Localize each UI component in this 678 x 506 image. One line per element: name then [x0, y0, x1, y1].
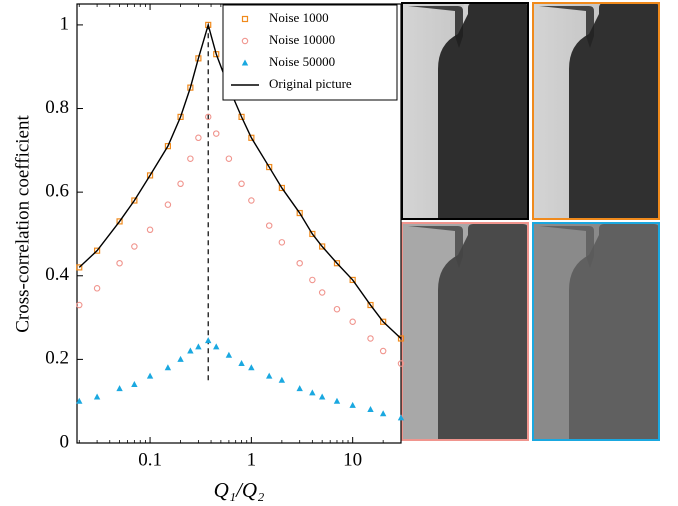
marker-circle [318, 289, 326, 296]
marker-triangle [318, 393, 326, 400]
x-axis-label: Q₁/Q₂ [214, 478, 265, 502]
marker-circle [131, 243, 138, 250]
marker-triangle [213, 343, 220, 350]
marker-square [367, 301, 374, 309]
marker-triangle [367, 406, 374, 413]
y-tick-label: 0.4 [45, 264, 69, 285]
marker-circle [195, 134, 202, 142]
marker-triangle [93, 393, 101, 400]
marker-square [349, 276, 356, 284]
marker-circle [177, 180, 184, 188]
marker-circle [309, 276, 316, 284]
legend-label: Noise 50000 [269, 54, 335, 69]
marker-circle [379, 347, 387, 355]
marker-circle [278, 239, 286, 246]
marker-circle [187, 155, 194, 162]
marker-triangle [164, 364, 172, 371]
marker-triangle [248, 364, 255, 371]
series-line [78, 22, 402, 339]
y-axis-label: Cross-correlation coefficient [12, 115, 33, 333]
marker-square [93, 247, 101, 254]
marker-triangle [241, 59, 249, 66]
image-panels [401, 2, 660, 441]
marker-square [319, 243, 326, 250]
marker-circle [146, 226, 154, 234]
marker-square [76, 264, 83, 271]
marker-triangle [225, 351, 233, 358]
marker-circle [164, 201, 172, 208]
marker-triangle [195, 343, 202, 350]
x-tick-label: 1 [247, 449, 257, 470]
marker-triangle [205, 337, 212, 344]
legend-label: Original picture [269, 76, 352, 91]
legend: Noise 1000 Noise 10000 Noise 50000 Original… [222, 4, 398, 101]
y-tick-label: 0.6 [45, 181, 69, 202]
panel-original [401, 2, 529, 220]
marker-circle [265, 222, 273, 229]
marker-triangle [278, 376, 286, 383]
marker-triangle [266, 372, 273, 379]
marker-triangle [296, 385, 303, 392]
marker-square [131, 197, 138, 204]
marker-circle [225, 155, 233, 162]
marker-square [177, 113, 184, 120]
marker-triangle [309, 389, 316, 396]
marker-circle [296, 259, 303, 267]
marker-triangle [397, 414, 405, 421]
marker-triangle [238, 360, 245, 367]
marker-square [146, 172, 154, 179]
marker-circle [397, 360, 405, 367]
marker-triangle [379, 410, 387, 417]
plot-frame [76, 3, 402, 444]
marker-square [333, 260, 341, 267]
marker-circle [76, 301, 83, 309]
marker-square [241, 15, 249, 23]
marker-square [397, 335, 405, 342]
marker-triangle [76, 397, 83, 404]
y-tick-label: 0 [60, 431, 70, 452]
x-tick-label: 0.1 [138, 449, 162, 470]
marker-square [309, 230, 316, 238]
marker-square [248, 134, 255, 141]
legend-box [222, 4, 398, 101]
legend-label: Noise 1000 [269, 10, 329, 25]
y-tick-label: 0.8 [45, 97, 69, 118]
panel-noise-1000 [532, 2, 660, 220]
marker-circle [349, 318, 356, 326]
marker-circle [116, 259, 123, 267]
legend-label: Noise 10000 [269, 32, 335, 47]
marker-circle [93, 285, 101, 292]
marker-circle [204, 113, 212, 121]
marker-circle [212, 130, 220, 137]
marker-triangle [349, 401, 356, 408]
marker-triangle [177, 355, 184, 362]
marker-triangle [146, 372, 154, 379]
marker-triangle [116, 385, 123, 392]
marker-square [238, 113, 245, 120]
marker-square [296, 209, 303, 217]
marker-triangle [131, 380, 138, 387]
y-tick-label: 1 [60, 13, 70, 34]
panel-noise-10000 [401, 222, 529, 441]
marker-triangle [187, 347, 194, 354]
y-tick-label: 0.2 [45, 348, 69, 369]
marker-circle [238, 180, 245, 188]
marker-square [380, 318, 387, 325]
marker-triangle [333, 397, 341, 404]
x-tick-label: 10 [343, 449, 362, 470]
marker-circle [248, 197, 255, 204]
panel-noise-50000 [532, 222, 660, 441]
marker-circle [367, 335, 374, 342]
marker-circle [333, 305, 341, 313]
marker-square [164, 143, 172, 150]
marker-square [116, 218, 123, 225]
marker-square [266, 163, 273, 171]
marker-square [278, 184, 285, 192]
marker-circle [241, 37, 249, 45]
